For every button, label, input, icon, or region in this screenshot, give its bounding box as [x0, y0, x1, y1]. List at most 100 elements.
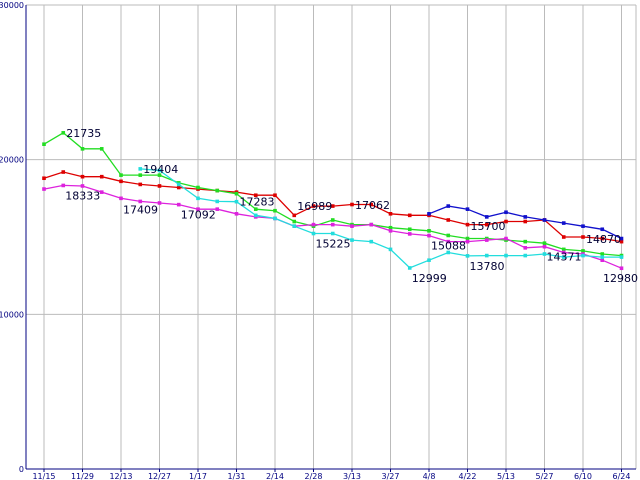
data-point-red: [292, 213, 297, 218]
data-point-red: [369, 202, 374, 207]
data-point-red: [99, 174, 104, 179]
data-label: 18333: [65, 189, 100, 202]
data-point-magenta: [446, 239, 451, 244]
data-label: 17409: [123, 204, 158, 217]
series-group: [42, 131, 624, 271]
data-point-magenta: [99, 190, 104, 194]
x-tick-label: 3/27: [382, 472, 400, 480]
data-point-blue: [465, 207, 470, 211]
x-tick-label: 5/27: [536, 472, 554, 480]
data-point-cyan: [388, 247, 393, 252]
data-point-magenta: [369, 222, 374, 227]
data-label: 21735: [66, 127, 101, 140]
data-point-green: [465, 236, 470, 241]
data-label: 14371: [547, 251, 582, 264]
data-point-magenta: [561, 250, 566, 255]
data-point-magenta: [523, 246, 528, 250]
y-tick-label: 30000: [0, 1, 24, 10]
data-point-cyan: [215, 199, 220, 204]
data-point-cyan: [484, 253, 489, 258]
data-point-green: [388, 225, 393, 230]
data-point-cyan: [196, 196, 200, 201]
x-tick-label: 11/29: [71, 472, 94, 480]
data-point-cyan: [273, 216, 277, 221]
data-point-red: [273, 193, 277, 198]
data-point-cyan: [523, 253, 528, 258]
data-point-cyan: [350, 238, 354, 242]
data-point-red: [484, 222, 489, 227]
data-point-green: [157, 173, 162, 177]
data-point-red: [407, 213, 412, 218]
data-point-red: [388, 212, 393, 216]
data-point-magenta: [407, 232, 412, 236]
series-line-cyan: [140, 168, 622, 269]
data-point-green: [138, 173, 143, 177]
data-point-magenta: [600, 258, 605, 262]
data-point-magenta: [215, 207, 220, 211]
data-point-red: [138, 182, 143, 187]
data-point-blue: [427, 212, 431, 216]
data-point-green: [446, 233, 451, 238]
data-point-cyan: [234, 199, 239, 204]
data-point-red: [523, 219, 528, 224]
data-point-magenta: [80, 184, 85, 188]
data-point-cyan: [369, 239, 374, 244]
x-tick-label: 4/22: [459, 472, 477, 480]
data-point-blue: [561, 221, 566, 225]
data-point-blue: [504, 210, 508, 215]
data-point-cyan: [176, 182, 181, 187]
series-line-magenta: [43, 184, 622, 269]
y-tick-label: 0: [19, 465, 24, 474]
data-point-cyan: [504, 253, 508, 258]
annotations-group: 21735 18333 19404 17409 17092 17283 16989 15225…: [65, 127, 638, 285]
data-point-cyan: [619, 255, 624, 259]
x-tick-label: 2/28: [305, 472, 323, 480]
data-point-cyan: [600, 255, 605, 259]
x-tick-label: 6/24: [613, 472, 631, 480]
data-point-green: [523, 239, 528, 244]
data-point-green: [119, 173, 123, 177]
data-point-red: [504, 219, 508, 224]
data-point-magenta: [119, 196, 123, 201]
data-point-red: [446, 218, 451, 222]
axes: [25, 5, 636, 472]
data-point-green: [253, 207, 258, 211]
data-point-green: [292, 219, 297, 224]
data-point-magenta: [330, 222, 335, 227]
data-label: 15225: [316, 238, 351, 251]
data-point-red: [253, 193, 258, 198]
data-point-red: [465, 222, 470, 227]
data-point-red: [311, 204, 316, 208]
series-cyan: [138, 167, 624, 270]
data-point-cyan: [157, 168, 162, 173]
data-point-green: [61, 131, 66, 135]
data-point-red: [600, 236, 605, 241]
y-axis-ticks: 0 10000 20000 30000: [0, 1, 24, 474]
data-point-blue: [619, 236, 624, 241]
data-point-red: [581, 235, 585, 239]
data-label: 17283: [240, 196, 275, 209]
data-label: 19404: [143, 163, 178, 176]
x-tick-label: 5/13: [497, 472, 515, 480]
series-blue: [427, 204, 624, 241]
x-tick-label: 12/13: [109, 472, 132, 480]
data-point-cyan: [542, 252, 547, 256]
data-point-magenta: [388, 229, 393, 233]
data-point-cyan: [465, 254, 470, 258]
data-point-red: [330, 204, 335, 208]
data-point-red: [61, 170, 66, 174]
data-point-cyan: [427, 258, 431, 262]
data-point-red: [176, 185, 181, 190]
data-point-magenta: [234, 212, 239, 216]
data-point-blue: [600, 227, 605, 232]
data-point-green: [581, 249, 585, 253]
data-point-magenta: [311, 222, 316, 227]
y-tick-label: 20000: [0, 156, 24, 165]
data-point-red: [561, 235, 566, 239]
data-label: 14870: [586, 233, 621, 246]
data-point-green: [273, 208, 277, 213]
data-label: 17092: [181, 209, 216, 222]
data-label: 16989: [297, 200, 332, 213]
data-point-red: [350, 202, 354, 207]
